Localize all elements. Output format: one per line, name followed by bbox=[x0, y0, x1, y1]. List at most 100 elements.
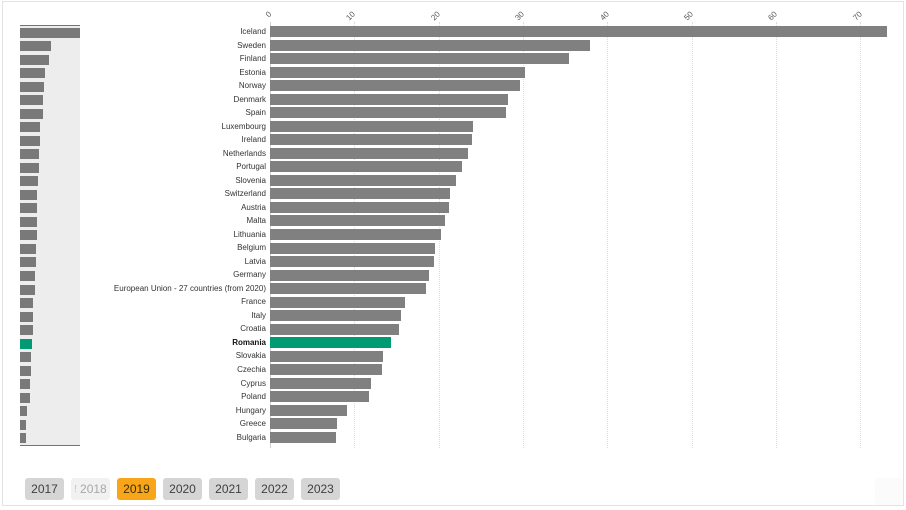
minimap-bar-estonia bbox=[20, 68, 45, 79]
minimap-bar-hungary bbox=[20, 406, 28, 417]
category-label-denmark: Denmark bbox=[233, 94, 266, 104]
minimap-bar-switzerland bbox=[20, 189, 38, 200]
bar-czechia[interactable] bbox=[270, 364, 383, 376]
bar-malta[interactable] bbox=[270, 215, 445, 227]
bar-germany[interactable] bbox=[270, 269, 430, 281]
year-button-label: 2020 bbox=[169, 482, 196, 496]
x-tick-label-0: 0 bbox=[263, 9, 273, 20]
bar-european-union-27-countries-from-2020[interactable] bbox=[270, 283, 427, 295]
category-label-ireland: Ireland bbox=[241, 135, 266, 145]
minimap-bar-latvia bbox=[20, 257, 36, 268]
bar-latvia[interactable] bbox=[270, 256, 434, 268]
minimap-bar-luxembourg bbox=[20, 122, 40, 133]
x-tick-label-40: 40 bbox=[597, 9, 611, 23]
category-label-romania: Romania bbox=[232, 337, 266, 347]
category-label-cyprus: Cyprus bbox=[240, 378, 266, 388]
category-label-slovenia: Slovenia bbox=[235, 175, 266, 185]
year-button-2019[interactable]: 2019 bbox=[117, 478, 156, 500]
minimap-bar-iceland bbox=[20, 27, 80, 38]
bar-croatia[interactable] bbox=[270, 323, 400, 335]
bar-belgium[interactable] bbox=[270, 242, 436, 254]
category-label-iceland: Iceland bbox=[240, 27, 266, 36]
minimap-bar-germany bbox=[20, 270, 36, 281]
gridline-60 bbox=[776, 22, 778, 448]
category-label-bulgaria: Bulgaria bbox=[236, 432, 266, 442]
category-label-france: France bbox=[241, 297, 266, 307]
year-button-2018[interactable]: ! 2018 bbox=[71, 478, 110, 500]
bar-hungary[interactable] bbox=[270, 404, 347, 416]
minimap-bar-austria bbox=[20, 203, 38, 214]
bar-finland[interactable] bbox=[270, 53, 569, 65]
minimap-bar-italy bbox=[20, 311, 33, 322]
category-label-poland: Poland bbox=[241, 392, 266, 402]
bar-cyprus[interactable] bbox=[270, 377, 372, 389]
year-button-label: 2021 bbox=[215, 482, 242, 496]
x-tick-label-30: 30 bbox=[513, 9, 527, 23]
bar-norway[interactable] bbox=[270, 80, 520, 92]
category-label-portugal: Portugal bbox=[236, 162, 266, 172]
minimap-bar-bulgaria bbox=[20, 433, 27, 444]
category-label-belgium: Belgium bbox=[237, 243, 266, 253]
minimap-bar-france bbox=[20, 298, 34, 309]
bar-romania[interactable] bbox=[270, 337, 392, 349]
category-label-switzerland: Switzerland bbox=[224, 189, 266, 199]
bar-spain[interactable] bbox=[270, 107, 507, 119]
category-label-croatia: Croatia bbox=[240, 324, 266, 334]
x-tick-label-60: 60 bbox=[766, 9, 780, 23]
year-button-label: 2018 bbox=[80, 482, 107, 496]
bar-iceland[interactable] bbox=[270, 26, 888, 38]
minimap-bar-lithuania bbox=[20, 230, 37, 241]
category-label-finland: Finland bbox=[239, 54, 266, 64]
minimap-bar-netherlands bbox=[20, 149, 40, 160]
bar-poland[interactable] bbox=[270, 391, 369, 403]
flag-icon: ! bbox=[74, 483, 78, 495]
minimap-bar-belgium bbox=[20, 243, 37, 254]
bar-slovakia[interactable] bbox=[270, 350, 384, 362]
year-button-2022[interactable]: 2022 bbox=[255, 478, 294, 500]
bar-ireland[interactable] bbox=[270, 134, 473, 146]
year-button-2017[interactable]: 2017 bbox=[25, 478, 64, 500]
minimap-bar-norway bbox=[20, 81, 45, 92]
minimap-bar-czechia bbox=[20, 365, 31, 376]
bar-denmark[interactable] bbox=[270, 93, 508, 105]
minimap-bar-croatia bbox=[20, 325, 33, 336]
category-label-greece: Greece bbox=[239, 419, 266, 429]
minimap-bar-romania bbox=[20, 338, 32, 349]
bar-slovenia[interactable] bbox=[270, 174, 456, 186]
bar-lithuania[interactable] bbox=[270, 229, 442, 240]
category-label-malta: Malta bbox=[246, 216, 266, 226]
category-label-latvia: Latvia bbox=[244, 256, 266, 266]
bar-netherlands[interactable] bbox=[270, 147, 469, 159]
category-label-estonia: Estonia bbox=[239, 67, 266, 77]
bar-austria[interactable] bbox=[270, 201, 449, 213]
bar-portugal[interactable] bbox=[270, 161, 463, 173]
gridline-70 bbox=[860, 22, 862, 448]
bar-greece[interactable] bbox=[270, 418, 337, 430]
bar-france[interactable] bbox=[270, 296, 405, 308]
bar-bulgaria[interactable] bbox=[270, 431, 336, 443]
minimap-bar-portugal bbox=[20, 162, 39, 173]
bar-estonia[interactable] bbox=[270, 66, 525, 78]
bar-italy[interactable] bbox=[270, 310, 401, 322]
category-label-slovakia: Slovakia bbox=[235, 351, 266, 361]
x-tick-label-50: 50 bbox=[682, 9, 695, 23]
chart-navigator-minimap[interactable] bbox=[20, 25, 80, 446]
category-label-hungary: Hungary bbox=[235, 405, 266, 415]
corner-ghost bbox=[875, 478, 903, 505]
bar-luxembourg[interactable] bbox=[270, 120, 474, 132]
x-tick-label-70: 70 bbox=[850, 9, 864, 23]
category-label-norway: Norway bbox=[238, 81, 266, 91]
gridline-40 bbox=[607, 22, 609, 448]
category-label-luxembourg: Luxembourg bbox=[221, 121, 266, 131]
category-label-spain: Spain bbox=[245, 108, 266, 118]
bar-sweden[interactable] bbox=[270, 39, 590, 51]
category-label-italy: Italy bbox=[251, 310, 266, 320]
year-button-2020[interactable]: 2020 bbox=[163, 478, 202, 500]
minimap-bar-poland bbox=[20, 392, 30, 403]
bar-switzerland[interactable] bbox=[270, 188, 450, 200]
year-button-label: 2023 bbox=[307, 482, 334, 496]
year-button-label: 2017 bbox=[31, 482, 58, 496]
year-button-2021[interactable]: 2021 bbox=[209, 478, 248, 500]
category-label-european-union-27-countries-from-2020: European Union - 27 countries (from 2020… bbox=[113, 283, 266, 293]
year-button-2023[interactable]: 2023 bbox=[301, 478, 340, 500]
